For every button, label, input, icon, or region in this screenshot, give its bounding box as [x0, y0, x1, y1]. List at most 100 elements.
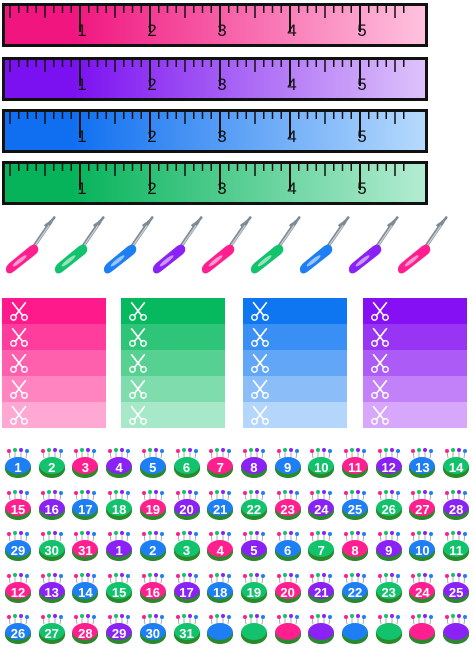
- seam-ripper-icon: [5, 216, 56, 274]
- pincushion-number: 9: [283, 460, 292, 475]
- ruler-number: 1: [77, 75, 87, 94]
- pincushion-body: [342, 540, 368, 561]
- pincushion-number: 2: [48, 460, 56, 475]
- pincushion-number: 13: [44, 584, 59, 600]
- seam-ripper-icon: [397, 216, 448, 274]
- pincushion-number: 27: [415, 501, 430, 517]
- pins-icon: [209, 614, 232, 624]
- swatch-band: [243, 298, 347, 324]
- pincushion-number: 3: [81, 460, 89, 475]
- pincushion: 12: [375, 448, 403, 478]
- pincushion-number: 31: [179, 626, 194, 641]
- ruler-ticks: [9, 6, 405, 32]
- pincushion-number: 17: [78, 501, 93, 517]
- pincushion: 8: [240, 448, 268, 478]
- ruler-number: 5: [357, 75, 367, 94]
- pincushion-number: 12: [381, 460, 396, 475]
- pins-icon: [377, 531, 400, 541]
- pins-icon: [344, 489, 366, 500]
- pins-icon: [310, 572, 333, 583]
- pincushion-number: 13: [415, 460, 430, 475]
- pincushion: [442, 614, 470, 644]
- pins-icon: [7, 614, 29, 624]
- pincushion-body: [38, 457, 65, 478]
- pincushion: 16: [139, 572, 167, 603]
- pincushion-body: [38, 540, 65, 561]
- pincushion-body: [342, 498, 368, 520]
- pincushion-body: [173, 581, 200, 603]
- pincushion: 28: [71, 614, 99, 644]
- swatch-band: [121, 324, 225, 350]
- ruler-purple: 1 2 3 4 5: [2, 57, 428, 101]
- pincushion: 7: [206, 448, 234, 478]
- swatch-band: [2, 376, 106, 402]
- scissors-icon: [129, 379, 147, 399]
- pincushion-body: [375, 457, 402, 478]
- swatch-band: [2, 402, 106, 428]
- pincushion: 23: [274, 489, 302, 520]
- ruler-ticks: [9, 164, 405, 190]
- pins-icon: [175, 614, 198, 624]
- swatch-band: [243, 350, 347, 376]
- pincushion-body: [106, 457, 133, 478]
- pincushion: 31: [173, 614, 201, 644]
- pins-icon: [377, 489, 400, 500]
- swatch-pink: [2, 298, 106, 428]
- pincushion-number: 26: [10, 626, 26, 641]
- pins-icon: [276, 531, 299, 541]
- pincushion: 2: [139, 531, 167, 561]
- scissors-icon: [10, 405, 28, 425]
- pincushion-body: [173, 498, 200, 520]
- pins-icon: [108, 489, 131, 500]
- pincushion: 23: [375, 572, 403, 603]
- ruler-number: 5: [357, 127, 367, 146]
- pincushion-number: 10: [415, 543, 430, 558]
- ruler-pink: 1 2 3 4 5: [2, 3, 428, 47]
- scissors-icon: [371, 301, 389, 321]
- ruler-green: 1 2 3 4 5: [2, 161, 428, 205]
- pincushion-number: 11: [449, 543, 463, 558]
- pincushion-number: 20: [280, 584, 295, 600]
- pincushion-body: [5, 540, 31, 561]
- pincushion-body: [375, 498, 402, 520]
- pincushion-number: 1: [115, 543, 123, 558]
- pincushion: 7: [307, 531, 335, 561]
- pincushion-number: 8: [351, 543, 359, 558]
- scissors-icon: [251, 405, 269, 425]
- scissors-icon: [10, 353, 28, 373]
- pincushion-body: [409, 457, 436, 478]
- pins-icon: [175, 531, 198, 541]
- pincushion-body: [139, 457, 166, 478]
- pincushion-body: [72, 457, 99, 478]
- pincushion-body: [409, 623, 436, 644]
- scissors-icon: [251, 353, 269, 373]
- pincushion-body: [342, 457, 368, 478]
- ruler-ticks: [9, 112, 405, 138]
- pincushion: 11: [341, 448, 369, 478]
- pins-icon: [209, 531, 232, 541]
- pincushion: 3: [173, 531, 201, 561]
- pincushion: 15: [105, 572, 133, 603]
- pincushion-number: 6: [182, 460, 191, 475]
- pins-icon: [141, 531, 164, 541]
- pincushion-number: 15: [111, 584, 127, 600]
- pincushion: 3: [71, 448, 99, 478]
- ruler-number: 5: [357, 179, 367, 198]
- pincushion-stickers: 1 2 3 4 5 6 7 8 9 10 11 12 13 14 15 16 17 18 19 20 21 22 23 24 2…: [0, 440, 474, 649]
- pincushion-body: [409, 498, 436, 520]
- swatch-band: [121, 402, 225, 428]
- pins-icon: [411, 614, 434, 624]
- pincushion: 24: [307, 489, 335, 520]
- pins-icon: [108, 572, 131, 583]
- pincushion-number: 22: [246, 501, 262, 517]
- swatch-band: [363, 298, 467, 324]
- ruler-number: 1: [77, 21, 87, 40]
- pincushion: 27: [408, 489, 436, 520]
- pins-icon: [276, 572, 299, 583]
- pincushion-body: [443, 581, 470, 603]
- pincushion-body: [274, 623, 301, 644]
- ruler-number: 2: [147, 127, 157, 146]
- pincushion: 9: [274, 448, 302, 478]
- pins-icon: [242, 448, 265, 458]
- ruler-number: 3: [217, 21, 227, 40]
